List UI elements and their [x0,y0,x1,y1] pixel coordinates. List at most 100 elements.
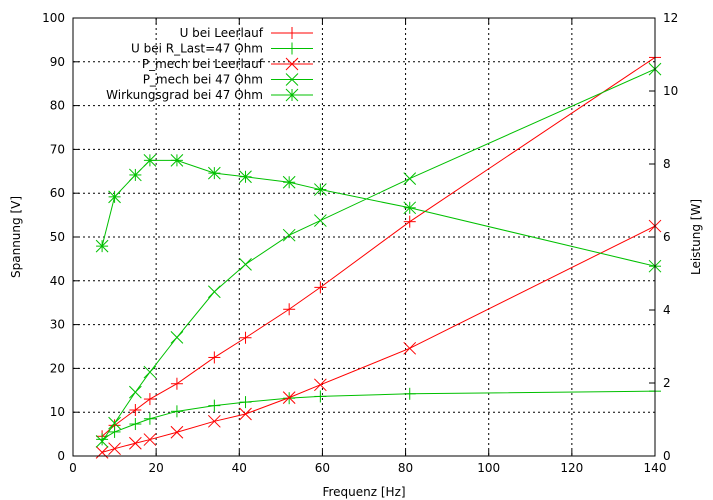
data-point [108,416,121,430]
x-tick-label: 60 [315,461,330,475]
data-point [143,433,157,446]
data-point [129,418,142,431]
legend-marker [285,73,299,86]
data-point [170,405,183,418]
y-tick-label: 70 [50,142,65,156]
data-point [208,351,221,364]
data-point [403,387,416,400]
series-5 [95,153,662,273]
legend-marker [285,88,299,102]
data-point [239,407,252,421]
data-point [170,425,184,439]
series-4 [95,62,662,448]
x-tick-label: 140 [644,461,667,475]
data-point [95,445,109,459]
data-point [95,435,109,448]
data-point [239,258,252,271]
data-point [239,170,252,184]
legend-label: Wirkungsgrad bei 47 Ohm [106,88,263,102]
y-tick-label: 30 [50,318,65,332]
data-point [208,399,221,412]
series-1 [96,51,661,443]
y-tick-label: 0 [57,449,65,463]
y2-tick-label: 2 [663,376,671,390]
legend-entry: U bei Leerlauf [180,26,313,40]
data-point [282,391,296,404]
data-point [207,414,221,428]
data-point [170,153,184,167]
data-point [95,239,109,253]
data-point [239,396,252,409]
data-point [313,183,327,196]
y2-axis-title: Leistung [W] [689,199,703,275]
series-3 [95,219,662,459]
data-point [283,303,296,316]
data-point [403,201,417,215]
y2-tick-label: 10 [663,84,678,98]
y-tick-label: 50 [50,230,65,244]
data-point [170,377,183,390]
data-point [403,172,417,185]
data-point [143,153,157,167]
data-point [96,433,109,446]
x-tick-label: 20 [149,461,164,475]
y-tick-label: 80 [50,99,65,113]
y-tick-label: 90 [50,55,65,69]
data-point [129,404,142,417]
data-point [314,390,327,403]
legend-marker [286,42,298,55]
x-tick-label: 120 [560,461,583,475]
x-tick-label: 0 [69,461,77,475]
x-tick-label: 40 [232,461,247,475]
legend-label: P_mech bei Leerlauf [142,57,264,71]
data-point [313,214,327,227]
data-point [129,168,142,182]
legend-label: U bei R_Last=47 Ohm [131,42,263,56]
x-tick-label: 80 [398,461,413,475]
data-point [207,285,221,299]
data-point [403,215,416,228]
legend-entry: U bei R_Last=47 Ohm [131,42,313,56]
data-point [282,175,296,189]
y-tick-label: 60 [50,186,65,200]
legend-entry: P_mech bei 47 Ohm [143,73,313,87]
data-point [143,412,156,425]
legend-marker [285,57,299,71]
series-layer [95,51,662,459]
data-point [108,442,121,456]
data-point [239,331,252,344]
legend-label: P_mech bei 47 Ohm [143,73,263,87]
x-tick-label: 100 [477,461,500,475]
y-tick-label: 20 [50,361,65,375]
data-point [143,393,156,406]
y-tick-label: 100 [42,11,65,25]
y2-tick-label: 0 [663,449,671,463]
y2-tick-label: 8 [663,157,671,171]
y2-tick-label: 4 [663,303,671,317]
data-point [282,228,296,242]
y-axis-title: Spannung [V] [9,196,23,278]
x-axis-title: Frequenz [Hz] [322,485,405,499]
data-point [207,166,221,180]
legend-entry: P_mech bei Leerlauf [142,57,313,71]
ticks: 0 20 40 60 80 100 120 1400102030405060708090100… [42,11,678,475]
y2-tick-label: 6 [663,230,671,244]
data-point [403,341,417,355]
y-tick-label: 10 [50,405,65,419]
legend-entry: Wirkungsgrad bei 47 Ohm [106,88,313,102]
data-point [170,331,184,344]
data-point [129,436,142,450]
legend-marker [286,27,298,39]
data-point [108,425,121,438]
data-point [313,378,327,392]
data-point [314,281,327,294]
data-point [143,365,157,379]
legend-label: U bei Leerlauf [180,26,264,40]
data-point [108,190,121,204]
data-point [129,385,142,399]
y-tick-label: 40 [50,274,65,288]
y2-tick-label: 12 [663,11,678,25]
